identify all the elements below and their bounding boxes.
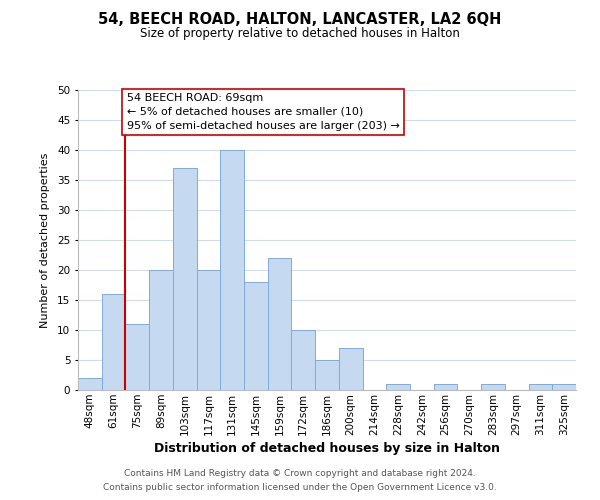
Bar [78, 378, 102, 390]
Text: 54 BEECH ROAD: 69sqm
← 5% of detached houses are smaller (10)
95% of semi-detach: 54 BEECH ROAD: 69sqm ← 5% of detached ho… [127, 93, 400, 131]
Bar [552, 384, 576, 390]
Bar [125, 324, 149, 390]
Bar [220, 150, 244, 390]
Bar [434, 384, 457, 390]
Bar [339, 348, 362, 390]
Bar [481, 384, 505, 390]
Y-axis label: Number of detached properties: Number of detached properties [40, 152, 50, 328]
Bar [173, 168, 197, 390]
Text: Size of property relative to detached houses in Halton: Size of property relative to detached ho… [140, 28, 460, 40]
Bar [268, 258, 292, 390]
Text: Contains public sector information licensed under the Open Government Licence v3: Contains public sector information licen… [103, 484, 497, 492]
X-axis label: Distribution of detached houses by size in Halton: Distribution of detached houses by size … [154, 442, 500, 455]
Bar [315, 360, 339, 390]
Bar [292, 330, 315, 390]
Text: Contains HM Land Registry data © Crown copyright and database right 2024.: Contains HM Land Registry data © Crown c… [124, 468, 476, 477]
Bar [244, 282, 268, 390]
Bar [102, 294, 125, 390]
Bar [386, 384, 410, 390]
Bar [197, 270, 220, 390]
Text: 54, BEECH ROAD, HALTON, LANCASTER, LA2 6QH: 54, BEECH ROAD, HALTON, LANCASTER, LA2 6… [98, 12, 502, 28]
Bar [529, 384, 552, 390]
Bar [149, 270, 173, 390]
